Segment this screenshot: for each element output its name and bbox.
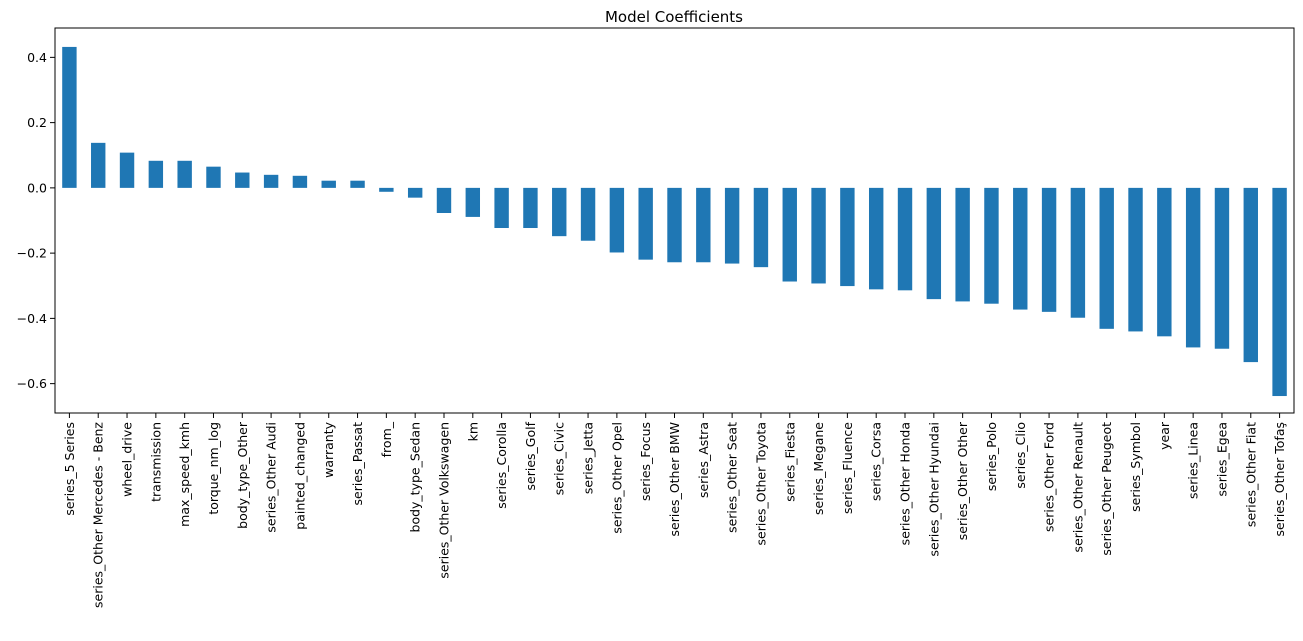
bar: [379, 187, 394, 192]
category-label: painted_changed: [292, 422, 307, 530]
bar: [292, 175, 308, 188]
category-label: series_Clio: [1013, 422, 1028, 489]
category-label: series_Jetta: [581, 422, 596, 494]
category-label: body_type_Sedan: [408, 422, 423, 532]
plot-area: −0.6 −0.4 −0.2 0.0 0.2 0.4 series_5 Series seri…: [17, 46, 1287, 608]
category-label: series_Other Other: [955, 421, 970, 540]
category-label: series_5 Series: [62, 422, 77, 516]
bar: [1013, 187, 1028, 310]
bar: [494, 187, 509, 229]
bar: [897, 187, 913, 291]
bar: [1128, 187, 1143, 332]
axes-frame: [54, 27, 1295, 414]
bar: [638, 187, 653, 260]
y-tick-label: 0.2: [27, 115, 47, 130]
bar: [1243, 187, 1258, 363]
bar: [667, 187, 682, 263]
category-label: series_Other Ford: [1042, 422, 1057, 532]
category-label: max_speed_kmh: [177, 422, 192, 527]
category-label: torque_nm_log: [206, 422, 221, 515]
bar: [177, 160, 192, 188]
category-label: series_Passat: [350, 422, 365, 506]
bar: [782, 187, 797, 282]
bar: [580, 187, 596, 241]
bar: [1214, 187, 1230, 349]
bar: [552, 187, 567, 237]
category-label: series_Polo: [984, 422, 999, 491]
bar: [1272, 187, 1287, 397]
category-label: series_Other Renault: [1070, 422, 1085, 553]
category-label: transmission: [148, 422, 163, 502]
bar: [811, 187, 826, 284]
bar: [350, 180, 365, 188]
bar: [62, 46, 77, 188]
bar: [696, 187, 711, 263]
bar: [868, 187, 884, 290]
bar: [1070, 187, 1086, 318]
bar: [321, 180, 336, 188]
bar: [523, 187, 538, 229]
category-label: wheel_drive: [120, 422, 135, 497]
category-label: series_Other BMW: [667, 422, 682, 536]
category-label: series_Egea: [1214, 422, 1229, 496]
y-tick-label: −0.4: [17, 311, 47, 326]
bar: [926, 187, 942, 300]
bar: [840, 187, 855, 287]
category-label: series_Symbol: [1128, 422, 1143, 512]
bar: [724, 187, 740, 264]
bar: [609, 187, 625, 253]
y-tick-label: −0.6: [17, 376, 47, 391]
y-tick-label: 0.0: [27, 180, 47, 195]
category-label: from_: [379, 421, 394, 457]
bar: [436, 187, 452, 213]
category-label: series_Other Toyota: [753, 422, 768, 546]
category-label: series_Civic: [552, 422, 567, 495]
bar: [1157, 187, 1172, 337]
bar: [407, 187, 423, 198]
bar: [263, 174, 279, 188]
bar: [206, 166, 221, 188]
bar: [1185, 187, 1201, 348]
category-label: series_Fluence: [840, 422, 855, 514]
category-label: series_Other Seat: [725, 422, 740, 533]
category-label: series_Focus: [638, 422, 653, 501]
category-label: series_Other Honda: [898, 422, 913, 545]
bar: [465, 187, 481, 217]
category-label: km: [465, 422, 480, 441]
category-label: series_Other Tofaş: [1272, 422, 1287, 536]
category-label: series_Corolla: [494, 422, 509, 509]
bar: [1099, 187, 1114, 329]
category-label: series_Other Volkswagen: [436, 422, 451, 579]
category-label: warranty: [321, 421, 336, 477]
bar: [119, 152, 135, 188]
bar: [753, 187, 769, 268]
category-label: series_Astra: [696, 422, 711, 498]
category-label: series_Other Hyundai: [926, 422, 941, 556]
bar: [91, 142, 106, 188]
y-tick-label: 0.4: [27, 50, 47, 65]
category-label: series_Corsa: [869, 422, 884, 501]
bar: [235, 172, 250, 188]
bar: [1041, 187, 1057, 312]
category-label: series_Other Peugeot: [1099, 422, 1114, 556]
bar: [148, 160, 164, 188]
category-label: series_Other Fiat: [1243, 422, 1258, 527]
bar: [984, 187, 999, 304]
category-label: series_Other Audi: [264, 422, 279, 533]
category-label: series_Other Mercedes - Benz: [91, 422, 106, 608]
bar: [955, 187, 970, 302]
category-label: body_type_Other: [235, 421, 250, 529]
category-label: series_Golf: [523, 421, 538, 490]
chart-title: Model Coefficients: [605, 8, 743, 26]
category-label: series_Other Opel: [609, 422, 624, 534]
category-label: year: [1157, 421, 1172, 450]
y-tick-label: −0.2: [17, 246, 47, 261]
category-label: series_Linea: [1186, 422, 1201, 499]
category-label: series_Fiesta: [782, 422, 797, 502]
category-label: series_Megane: [811, 422, 826, 515]
